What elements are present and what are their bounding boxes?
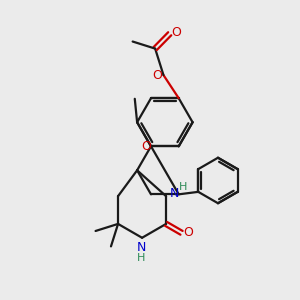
Text: O: O	[153, 69, 163, 82]
Text: O: O	[172, 26, 182, 39]
Text: O: O	[184, 226, 194, 239]
Text: H: H	[137, 253, 145, 262]
Text: N: N	[136, 241, 146, 254]
Text: N: N	[169, 187, 179, 200]
Text: O: O	[141, 140, 151, 153]
Text: H: H	[179, 182, 187, 192]
